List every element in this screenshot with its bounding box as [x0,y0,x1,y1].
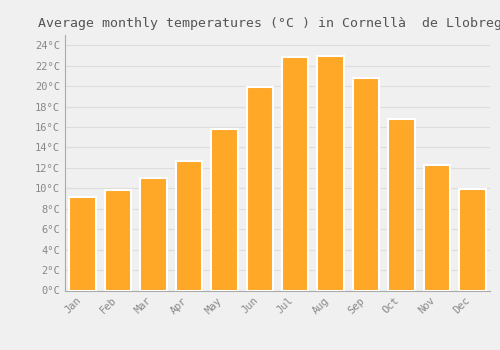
Bar [353,78,380,290]
Bar [211,129,238,290]
Bar [459,189,485,290]
Bar [424,165,450,290]
Bar [318,56,344,290]
Bar [388,119,414,290]
Bar [282,57,308,290]
Bar [176,161,202,290]
Bar [140,178,167,290]
Title: Average monthly temperatures (°C ) in Cornellà  de Llobregat: Average monthly temperatures (°C ) in Co… [38,17,500,30]
Bar [70,197,96,290]
Bar [246,87,273,290]
Bar [105,190,132,290]
